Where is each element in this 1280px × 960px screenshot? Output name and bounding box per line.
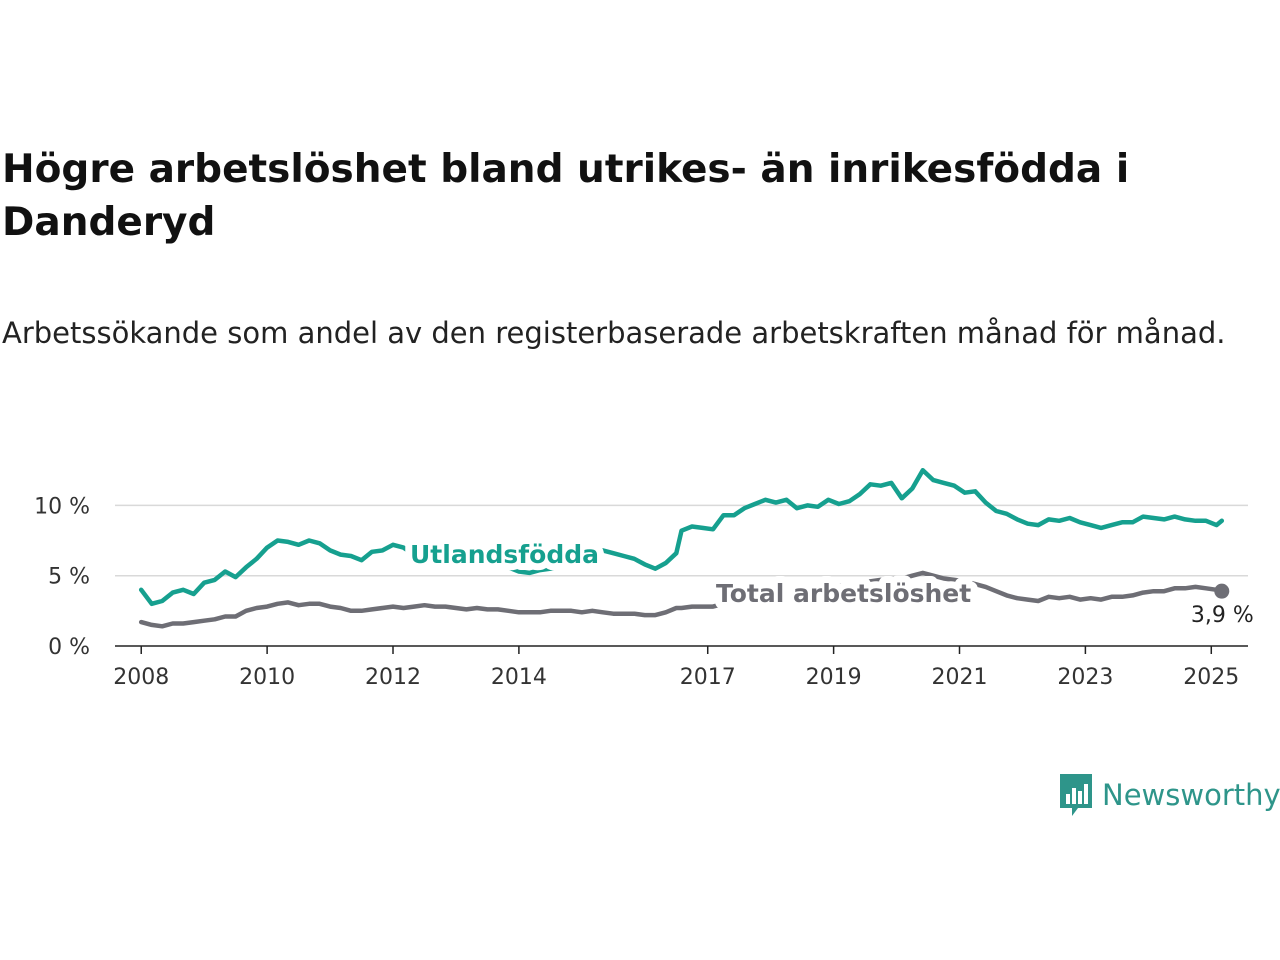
- series-label: Total arbetslöshet: [716, 579, 971, 608]
- x-tick-label: 2025: [1183, 665, 1239, 690]
- end-value-label: 3,9 %: [1191, 603, 1254, 628]
- x-tick-label: 2021: [932, 665, 988, 690]
- x-tick-label: 2008: [113, 665, 169, 690]
- x-tick-label: 2017: [680, 665, 736, 690]
- newsworthy-logo: Newsworthy: [1058, 772, 1280, 818]
- x-tick-label: 2012: [365, 665, 421, 690]
- x-tick-label: 2014: [491, 665, 547, 690]
- chart-title: Högre arbetslöshet bland utrikes- än inr…: [2, 147, 1130, 245]
- series-label-halo: Utlandsfödda: [410, 540, 599, 569]
- gridlines: [115, 504, 1248, 577]
- x-tick-label: 2023: [1057, 665, 1113, 690]
- y-tick-label: 5 %: [48, 565, 90, 590]
- x-tick-label: 2019: [806, 665, 862, 690]
- newsworthy-logo-icon: [1060, 774, 1092, 816]
- line-chart: 0 %5 %10 % 2008 2010 2012 2014 2017 2019 2021 2…: [34, 467, 1254, 690]
- series-label-halo: Total arbetslöshet: [716, 579, 971, 608]
- chart-subtitle: Arbetssökande som andel av den registerb…: [2, 316, 1226, 350]
- series-line-1: [138, 570, 1225, 629]
- end-point-dot: [1214, 583, 1230, 599]
- x-tick-label: 2010: [239, 665, 295, 690]
- y-axis-tick-labels: 0 % 5 % 10 %: [34, 494, 90, 660]
- series-label: Utlandsfödda: [410, 540, 599, 569]
- series-line-0: [138, 467, 1225, 607]
- x-axis-ticks: 2008 2010 2012 2014 2017 2019 2021 2023 2025: [113, 646, 1239, 690]
- brand-name: Newsworthy: [1102, 778, 1280, 812]
- end-marker: 3,9 %: [1191, 583, 1254, 628]
- y-tick-label: 10 %: [34, 494, 90, 519]
- y-tick-label: 0 %: [48, 635, 90, 660]
- series-lines: [138, 467, 1225, 629]
